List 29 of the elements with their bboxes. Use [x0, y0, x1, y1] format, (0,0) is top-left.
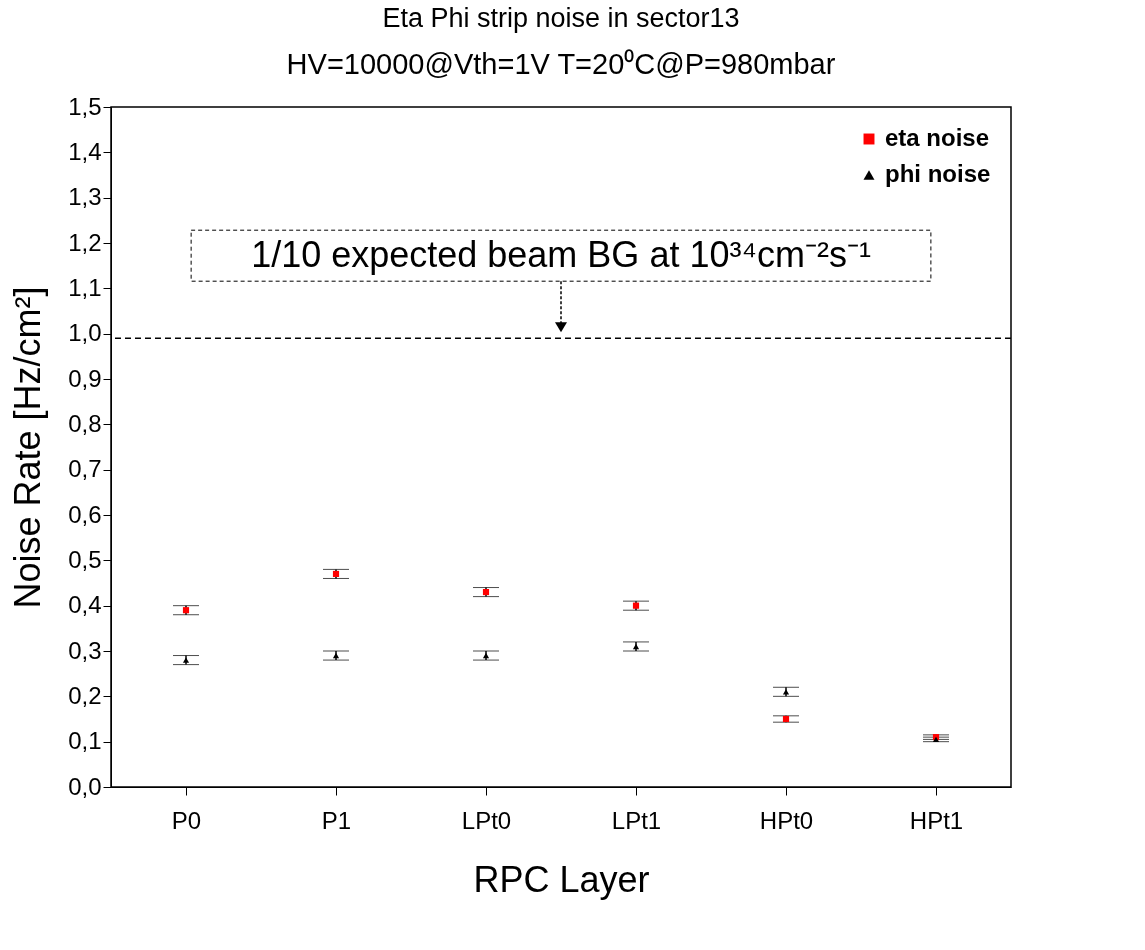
- y-tick-label: 1,3: [68, 183, 102, 211]
- x-tick-label: HPt0: [759, 806, 814, 834]
- y-tick-label: 1,5: [68, 92, 102, 120]
- y-tick-label: 1,1: [68, 273, 102, 301]
- y-tick-label: 0,2: [68, 681, 102, 709]
- y-tick-label: 0,1: [68, 727, 102, 755]
- x-axis-title: RPC Layer: [473, 858, 650, 900]
- y-tick-label: 0,4: [68, 591, 102, 619]
- y-axis-title: Noise Rate [Hz/cm²]: [7, 286, 49, 609]
- y-tick-label: 0,7: [68, 455, 102, 483]
- y-tick-label: 0,9: [68, 364, 102, 392]
- y-tick-label: 0,3: [68, 636, 102, 664]
- chart-title: Eta Phi strip noise in sector13: [382, 3, 740, 33]
- y-tick-label: 1,2: [68, 228, 102, 256]
- x-tick-label: LPt1: [611, 806, 662, 834]
- x-tick-label: LPt0: [461, 806, 512, 834]
- y-tick-label: 0,6: [68, 500, 102, 528]
- y-tick-label: 1,4: [68, 137, 102, 165]
- chart-subtitle: HV=10000@Vth=1V T=20⁰C@P=980mbar: [286, 48, 836, 80]
- x-tick-label: P1: [321, 806, 352, 834]
- y-tick-label: 0,8: [68, 409, 102, 437]
- y-tick-label: 0,5: [68, 545, 102, 573]
- legend-label: eta noise: [885, 124, 990, 151]
- legend-label: phi noise: [885, 160, 991, 187]
- x-tick-label: P0: [171, 806, 202, 834]
- x-tick-label: HPt1: [909, 806, 964, 834]
- y-tick-label: 1,0: [68, 319, 102, 347]
- y-tick-label: 0,0: [68, 772, 102, 800]
- ref-line-label: 1/10 expected beam BG at 10³⁴cm⁻²s⁻¹: [251, 234, 871, 276]
